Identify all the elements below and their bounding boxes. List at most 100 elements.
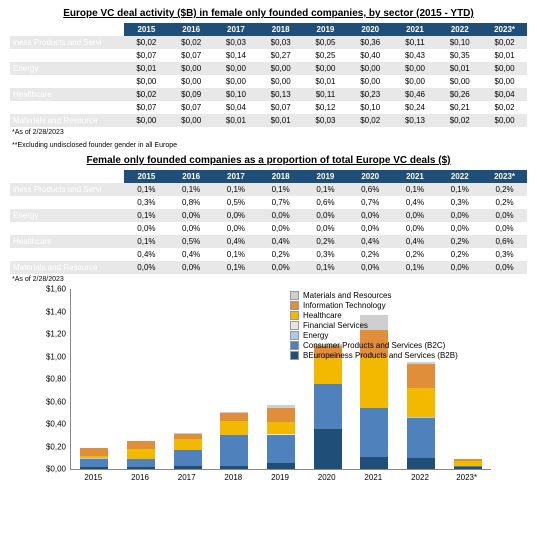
row-label: Information Technology: [10, 248, 124, 261]
legend-label: Financial Services: [303, 321, 368, 330]
cell: 0,1%: [214, 261, 259, 274]
x-tick-label: 2022: [398, 473, 442, 482]
legend-swatch: [290, 291, 299, 300]
bar-segment: [267, 435, 295, 463]
cell: $0,00: [124, 75, 169, 88]
chart-legend: Materials and ResourcesInformation Techn…: [290, 291, 458, 361]
cell: $0,07: [258, 101, 303, 114]
cell: 0,0%: [258, 261, 303, 274]
year-header: 2021: [393, 170, 438, 183]
cell: 0,1%: [124, 235, 169, 248]
cell: $0,11: [393, 36, 438, 49]
cell: 0,0%: [348, 261, 393, 274]
bar-segment: [267, 463, 295, 469]
cell: 0,4%: [258, 235, 303, 248]
table-row: Materials and Resource0,0%0,0%0,1%0,0%0,…: [10, 261, 527, 274]
cell: $0,23: [348, 88, 393, 101]
bar: [80, 448, 108, 469]
cell: $0,01: [437, 62, 482, 75]
cell: 0,4%: [393, 235, 438, 248]
cell: $0,36: [348, 36, 393, 49]
table2-footnotes: *As of 2/28/2023: [10, 276, 527, 283]
cell: $0,07: [124, 49, 169, 62]
legend-item: BEuropeiness Products and Services (B2B): [290, 351, 458, 360]
row-label: iness Products and Servi: [10, 183, 124, 196]
bar-segment: [174, 450, 202, 466]
cell: 0,0%: [258, 209, 303, 222]
year-header: 2022: [437, 23, 482, 36]
year-header: 2016: [169, 23, 214, 36]
cell: $0,00: [169, 75, 214, 88]
table-row: iness Products and Servi$0,02$0,02$0,03$…: [10, 36, 527, 49]
table-row: Information Technology$0,07$0,07$0,04$0,…: [10, 101, 527, 114]
y-tick-label: $1,00: [46, 352, 66, 361]
cell: $0,00: [348, 75, 393, 88]
cell: $0,05: [303, 36, 348, 49]
x-tick-label: 2021: [351, 473, 395, 482]
cell: 0,0%: [393, 209, 438, 222]
cell: 0,8%: [169, 196, 214, 209]
cell: 0,1%: [393, 183, 438, 196]
cell: $0,27: [258, 49, 303, 62]
cell: 0,0%: [482, 222, 527, 235]
row-label: er Products and Servic: [10, 49, 124, 62]
legend-label: Information Technology: [303, 301, 386, 310]
cell: 0,6%: [482, 235, 527, 248]
year-header: 2015: [124, 170, 169, 183]
table2-header-row: 201520162017201820192020202120222023*: [10, 170, 527, 183]
cell: 0,0%: [303, 209, 348, 222]
cell: $0,00: [348, 62, 393, 75]
legend-swatch: [290, 311, 299, 320]
cell: 0,7%: [348, 196, 393, 209]
cell: $0,03: [303, 114, 348, 127]
x-tick-label: 2020: [305, 473, 349, 482]
footnote: *As of 2/28/2023: [12, 276, 527, 283]
cell: 0,1%: [303, 261, 348, 274]
year-header: 2019: [303, 23, 348, 36]
cell: $0,07: [169, 101, 214, 114]
table-corner: [10, 170, 124, 183]
bar: [314, 344, 342, 469]
year-header: 2023*: [482, 170, 527, 183]
year-header: 2020: [348, 23, 393, 36]
cell: 0,2%: [303, 235, 348, 248]
cell: 0,4%: [169, 248, 214, 261]
legend-label: Healthcare: [303, 311, 342, 320]
y-tick-label: $0,60: [46, 397, 66, 406]
legend-label: Consumer Products and Services (B2C): [303, 341, 445, 350]
cell: 0,0%: [437, 261, 482, 274]
cell: $0,25: [303, 49, 348, 62]
cell: 0,1%: [303, 183, 348, 196]
cell: 0,1%: [258, 183, 303, 196]
year-header: 2017: [214, 170, 259, 183]
year-header: 2023*: [482, 23, 527, 36]
cell: 0,0%: [482, 261, 527, 274]
legend-item: Healthcare: [290, 311, 458, 320]
bar-segment: [314, 358, 342, 384]
bar-segment: [360, 357, 388, 409]
cell: 0,4%: [214, 235, 259, 248]
cell: $0,04: [214, 101, 259, 114]
cell: $0,24: [393, 101, 438, 114]
table2-title: Female only founded companies as a propo…: [10, 155, 527, 166]
bar-segment: [220, 413, 248, 421]
cell: $0,04: [482, 88, 527, 101]
cell: $0,13: [258, 88, 303, 101]
bar: [127, 441, 155, 469]
y-tick-label: $0,80: [46, 375, 66, 384]
row-label: Healthcare: [10, 88, 124, 101]
legend-swatch: [290, 341, 299, 350]
cell: $0,00: [393, 75, 438, 88]
cell: 0,4%: [393, 196, 438, 209]
table1: 201520162017201820192020202120222023* in…: [10, 23, 527, 127]
legend-swatch: [290, 351, 299, 360]
cell: 0,0%: [348, 222, 393, 235]
bar-segment: [220, 435, 248, 465]
cell: $0,01: [258, 114, 303, 127]
legend-item: Financial Services: [290, 321, 458, 330]
legend-label: Materials and Resources: [303, 291, 391, 300]
bar-segment: [80, 467, 108, 469]
cell: $0,02: [124, 88, 169, 101]
year-header: 2018: [258, 170, 303, 183]
cell: $0,00: [214, 62, 259, 75]
